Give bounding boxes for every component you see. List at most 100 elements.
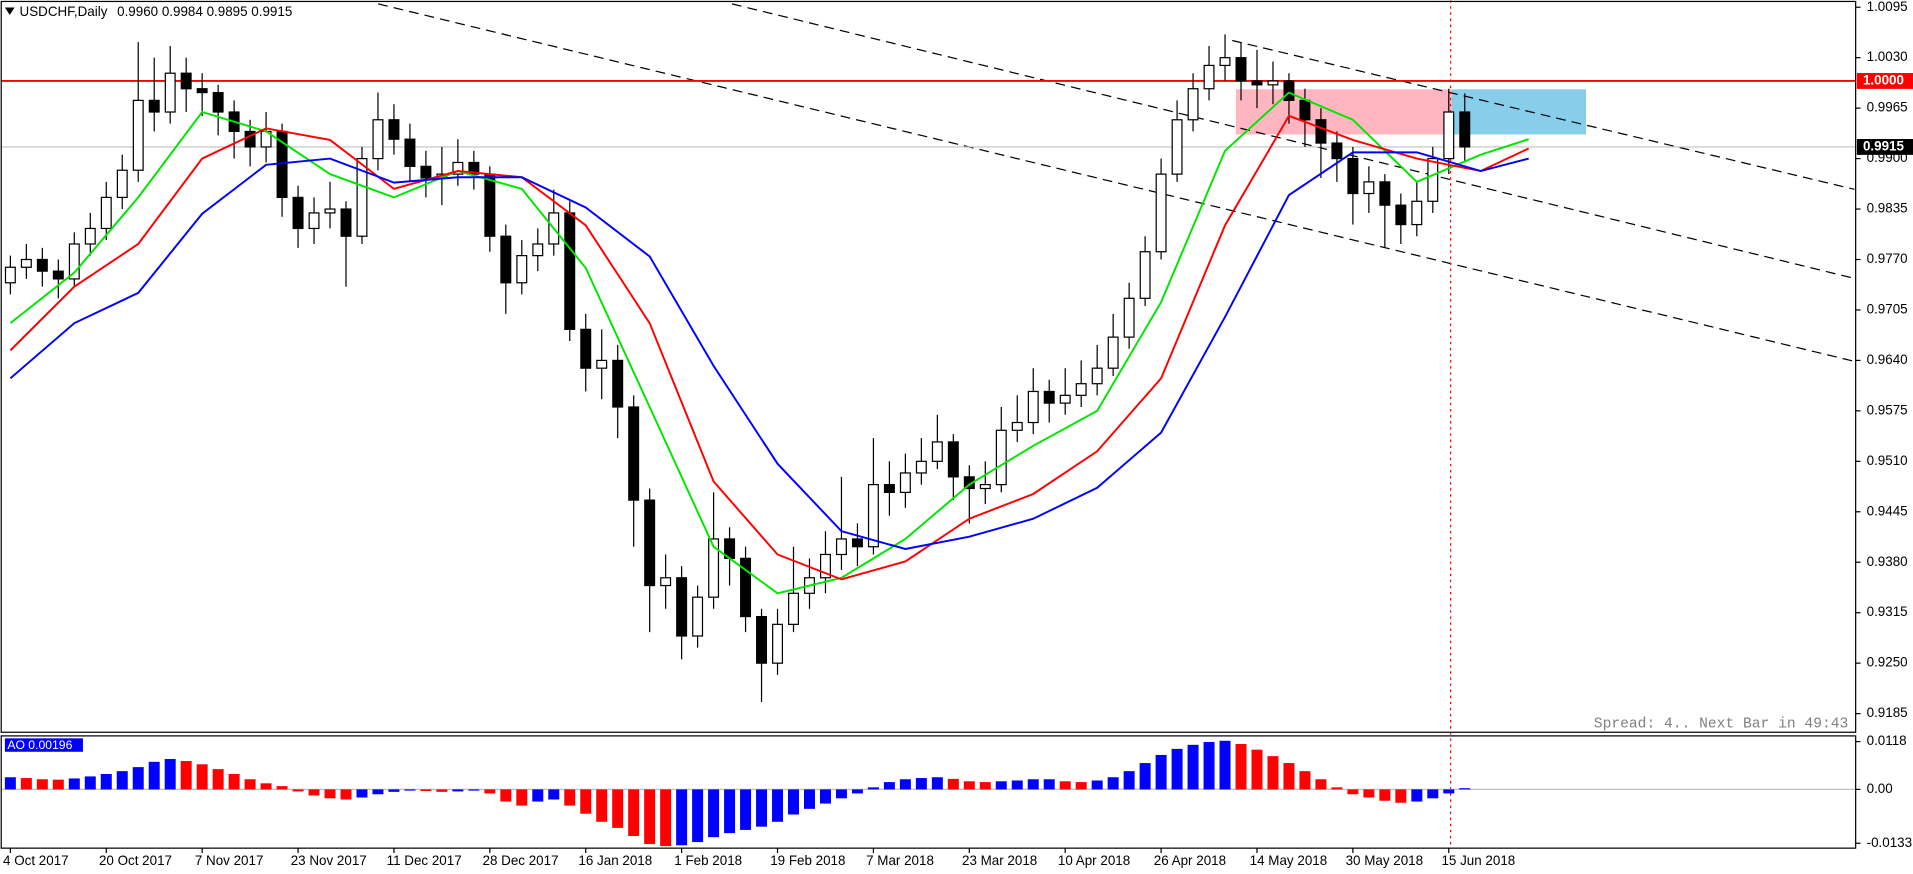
x-tick-label: 28 Dec 2017 <box>483 853 559 868</box>
indicator-bar <box>1459 788 1471 790</box>
indicator-bar <box>452 789 464 792</box>
indicator-bar <box>756 789 768 827</box>
y-tick-label: 0.9835 <box>1867 201 1908 216</box>
indicator-bar <box>244 779 256 790</box>
candle-body <box>1443 111 1455 160</box>
indicator-label: AO 0.00196 <box>7 738 72 752</box>
candle-body <box>180 72 192 90</box>
candle-body <box>1043 390 1055 404</box>
candle-body <box>915 460 927 474</box>
candle-body <box>468 161 480 175</box>
indicator-bar <box>532 789 544 802</box>
candle-body <box>100 196 112 230</box>
candle-body <box>1379 181 1391 206</box>
candle-body <box>308 212 320 230</box>
indicator-bar <box>835 789 847 799</box>
candle-body <box>292 196 304 230</box>
indicator-bar <box>564 789 576 806</box>
candle-body <box>1059 394 1071 404</box>
x-tick-label: 30 May 2018 <box>1346 853 1424 868</box>
candle-body <box>4 266 16 284</box>
price-label: 0.9915 <box>1863 138 1905 153</box>
x-tick-label: 7 Nov 2017 <box>195 853 264 868</box>
candle-body <box>500 235 512 284</box>
indicator-bar <box>1299 771 1311 790</box>
indicator-bar <box>292 789 304 792</box>
candle-body <box>52 270 64 280</box>
indicator-bar <box>1363 789 1375 798</box>
candle-body <box>388 119 400 140</box>
symbol-title: USDCHF,Daily <box>20 4 108 19</box>
indicator-bar <box>4 777 16 790</box>
indicator-bar <box>1059 781 1071 790</box>
indicator-bar <box>1123 771 1135 790</box>
indicator-bar <box>1011 780 1023 790</box>
indicator-bar <box>803 789 815 809</box>
candle-body <box>1299 99 1311 121</box>
candle-body <box>1251 80 1263 86</box>
candle-body <box>132 99 144 171</box>
indicator-bar <box>468 789 480 791</box>
indicator-bar <box>548 789 560 800</box>
indicator-bar <box>1315 779 1327 790</box>
indicator-bar <box>819 789 831 804</box>
candle-body <box>1363 181 1375 195</box>
indicator-bar <box>276 786 288 790</box>
candle-body <box>1459 111 1471 148</box>
y-tick-label: -0.0133 <box>1867 835 1912 850</box>
x-tick-label: 16 Jan 2018 <box>578 853 652 868</box>
y-tick-label: 0.9965 <box>1867 100 1908 115</box>
candle-body <box>899 472 911 493</box>
candle-body <box>1107 336 1119 369</box>
candle-body <box>1331 142 1343 160</box>
candle-body <box>1123 297 1135 338</box>
candle-body <box>340 208 352 237</box>
menu-triangle[interactable] <box>4 7 15 15</box>
indicator-bar <box>132 767 144 790</box>
candle-body <box>1091 367 1103 385</box>
candle-body <box>851 538 863 548</box>
indicator-bar <box>116 771 128 790</box>
indicator-bar <box>180 761 192 790</box>
candle-body <box>196 88 208 94</box>
indicator-bar <box>1379 789 1391 801</box>
price-label: 1.0000 <box>1863 73 1904 88</box>
indicator-bar <box>883 782 895 790</box>
indicator-bar <box>596 789 608 822</box>
candle-body <box>564 212 576 330</box>
indicator-bar <box>708 789 720 838</box>
indicator-bar <box>1075 782 1087 790</box>
indicator-bar <box>947 778 959 790</box>
indicator-bar <box>724 789 736 834</box>
indicator-label-box <box>4 738 83 752</box>
indicator-bar <box>1331 787 1343 790</box>
indicator-bar <box>1219 740 1231 790</box>
indicator-bar <box>963 781 975 790</box>
candle-body <box>1411 200 1423 226</box>
indicator-bar <box>436 789 448 792</box>
indicator-bar <box>212 769 224 790</box>
indicator-bar <box>52 779 64 790</box>
indicator-bar <box>1187 744 1199 790</box>
y-tick-label: 0.0118 <box>1867 733 1907 748</box>
indicator-bar <box>68 778 80 790</box>
y-tick-label: 0.9445 <box>1867 503 1908 518</box>
candle-body <box>164 72 176 113</box>
indicator-bar <box>1155 754 1167 790</box>
candle-body <box>452 161 464 175</box>
candle-body <box>1187 88 1199 121</box>
indicator-bar <box>644 789 656 845</box>
indicator-bar <box>1411 789 1423 802</box>
candle-body <box>1139 251 1151 299</box>
moving-average <box>9 91 1529 595</box>
candle-body <box>1219 57 1231 67</box>
x-tick-label: 14 May 2018 <box>1250 853 1328 868</box>
y-tick-label: 0.9315 <box>1867 604 1908 619</box>
indicator-bar <box>228 773 240 790</box>
indicator-bar <box>372 789 384 795</box>
indicator-bar <box>1235 744 1247 790</box>
indicator-bar <box>196 764 208 790</box>
indicator-bar <box>1027 779 1039 790</box>
trend-line <box>1232 39 1855 190</box>
y-tick-label: 0.9705 <box>1867 302 1908 317</box>
